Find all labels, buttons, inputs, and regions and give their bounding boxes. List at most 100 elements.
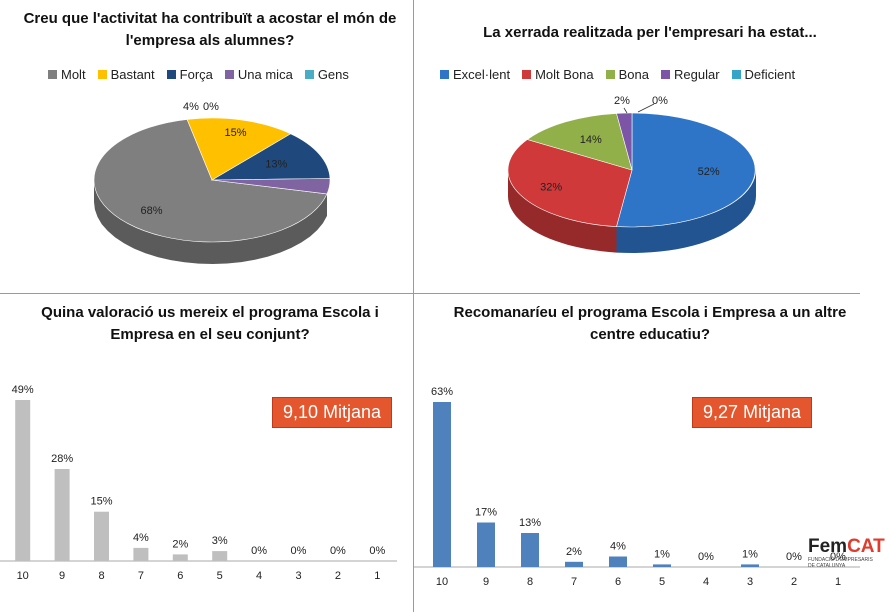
bar-data-label: 2% xyxy=(566,546,582,558)
legend-swatch xyxy=(440,70,449,79)
legend-label: Força xyxy=(179,67,213,82)
legend-item: Una mica xyxy=(224,67,293,82)
legend-swatch xyxy=(605,70,615,79)
pie-data-label: 15% xyxy=(224,127,246,139)
pie-data-label: 0% xyxy=(203,101,219,113)
chart1-pie: 68% 15% 13% 4% 0% xyxy=(93,101,331,264)
x-tick-label: 7 xyxy=(138,570,144,582)
bar-data-label: 0% xyxy=(698,551,714,563)
x-tick-label: 8 xyxy=(98,570,104,582)
bar xyxy=(477,522,495,567)
pie-slice xyxy=(186,117,292,181)
pie-leader-line xyxy=(623,107,628,114)
bar-data-label: 63% xyxy=(431,386,453,398)
chart4-bars: 63% 10 17% 9 13% 8 2% 7 4% 6 1% 5 0% 4 1% 3 0% 2 0% 1 xyxy=(414,386,860,588)
bar-data-label: 1% xyxy=(742,548,758,560)
bar xyxy=(741,564,759,567)
pie-data-label: 2% xyxy=(614,95,630,107)
pie-data-label: 4% xyxy=(183,101,199,113)
pie-data-label: 52% xyxy=(698,166,720,178)
legend-label: Gens xyxy=(317,67,349,82)
x-tick-label: 2 xyxy=(335,570,341,582)
pie-slice-side xyxy=(508,170,617,253)
legend-item: Deficient xyxy=(731,67,795,82)
pie-data-label: 14% xyxy=(580,134,602,146)
x-tick-label: 10 xyxy=(436,576,448,588)
bar xyxy=(212,551,228,561)
chart3-average-badge: 9,10 Mitjana xyxy=(272,397,393,428)
legend-label: Bona xyxy=(618,67,649,82)
x-tick-label: 3 xyxy=(295,570,301,582)
legend-label: Excel·lent xyxy=(453,67,511,82)
bar-data-label: 0% xyxy=(369,545,385,557)
bar-data-label: 13% xyxy=(519,517,541,529)
legend-item: Força xyxy=(166,67,213,82)
legend-swatch xyxy=(97,70,107,79)
bar-data-label: 1% xyxy=(654,548,670,560)
legend-label: Molt xyxy=(61,67,86,82)
legend-swatch xyxy=(48,70,57,79)
legend-swatch xyxy=(522,70,532,79)
pie-data-label: 68% xyxy=(140,205,162,217)
pie-slice xyxy=(616,112,633,171)
legend-item: Bona xyxy=(605,67,649,82)
bar xyxy=(653,564,671,567)
pie-data-label: 32% xyxy=(540,181,562,193)
bar xyxy=(15,400,31,561)
legend-label: Regular xyxy=(674,67,720,82)
x-tick-label: 9 xyxy=(59,570,65,582)
bar-data-label: 0% xyxy=(330,545,346,557)
x-tick-label: 10 xyxy=(17,570,29,582)
femcat-logo: FemCAT FUNDACIÓ D'EMPRESARIS DE CATALUNY… xyxy=(808,537,885,570)
legend-item: Gens xyxy=(304,67,349,82)
x-tick-label: 1 xyxy=(374,570,380,582)
legend-item: Regular xyxy=(661,67,720,82)
x-tick-label: 6 xyxy=(177,570,183,582)
x-tick-label: 8 xyxy=(527,576,533,588)
logo-wordmark: FemCAT xyxy=(808,537,885,557)
bar-data-label: 4% xyxy=(610,541,626,553)
pie-slice xyxy=(211,178,331,195)
legend-item: Molt xyxy=(48,67,86,82)
pie-slice xyxy=(210,133,331,181)
chart4-average-badge: 9,27 Mitjana xyxy=(692,397,813,428)
bar xyxy=(94,511,109,561)
pie-leader-line xyxy=(637,103,655,113)
pie-slice xyxy=(616,112,756,228)
bar-data-label: 2% xyxy=(172,538,188,550)
x-tick-label: 6 xyxy=(615,576,621,588)
chart3-bars: 49% 10 28% 9 15% 8 4% 7 2% 6 3% 5 0% 4 0% 3 0% 2 0% 1 xyxy=(0,384,397,582)
chart1-title: Creu que l'activitat ha contribuït a aco… xyxy=(23,10,397,49)
bar-data-label: 0% xyxy=(251,545,267,557)
x-tick-label: 7 xyxy=(571,576,577,588)
x-tick-label: 2 xyxy=(791,576,797,588)
horizontal-divider xyxy=(0,293,860,294)
pie-data-label: 13% xyxy=(265,158,287,170)
legend-label: Molt Bona xyxy=(535,67,594,82)
legend-swatch xyxy=(661,70,670,79)
legend-item: Bastant xyxy=(97,67,155,82)
x-tick-label: 3 xyxy=(747,576,753,588)
bar-data-label: 4% xyxy=(133,532,149,544)
bar-data-label: 0% xyxy=(786,551,802,563)
pie-slice-side xyxy=(616,170,756,253)
bar xyxy=(172,554,188,561)
chart2-pie: 52% 32% 14% 2% 0% xyxy=(507,95,756,253)
bar-data-label: 49% xyxy=(12,384,34,396)
chart4-title: Recomanaríeu el programa Escola i Empres… xyxy=(453,304,847,343)
x-tick-label: 5 xyxy=(217,570,223,582)
logo-accent-text: CAT xyxy=(847,536,885,557)
legend-swatch xyxy=(224,70,234,79)
vertical-divider xyxy=(413,0,414,612)
chart3-title: Quina valoració us mereix el programa Es… xyxy=(41,304,379,343)
chart1-legend: Molt Bastant Força Una mica Gens xyxy=(48,67,349,82)
legend-item: Excel·lent xyxy=(440,67,510,82)
logo-subtitle-2: DE CATALUNYA xyxy=(808,563,846,569)
legend-swatch xyxy=(731,70,741,79)
bar-data-label: 17% xyxy=(475,507,497,519)
x-tick-label: 9 xyxy=(483,576,489,588)
bar-data-label: 0% xyxy=(830,551,846,563)
bar xyxy=(521,533,539,567)
x-tick-label: 4 xyxy=(256,570,262,582)
x-tick-label: 1 xyxy=(835,576,841,588)
